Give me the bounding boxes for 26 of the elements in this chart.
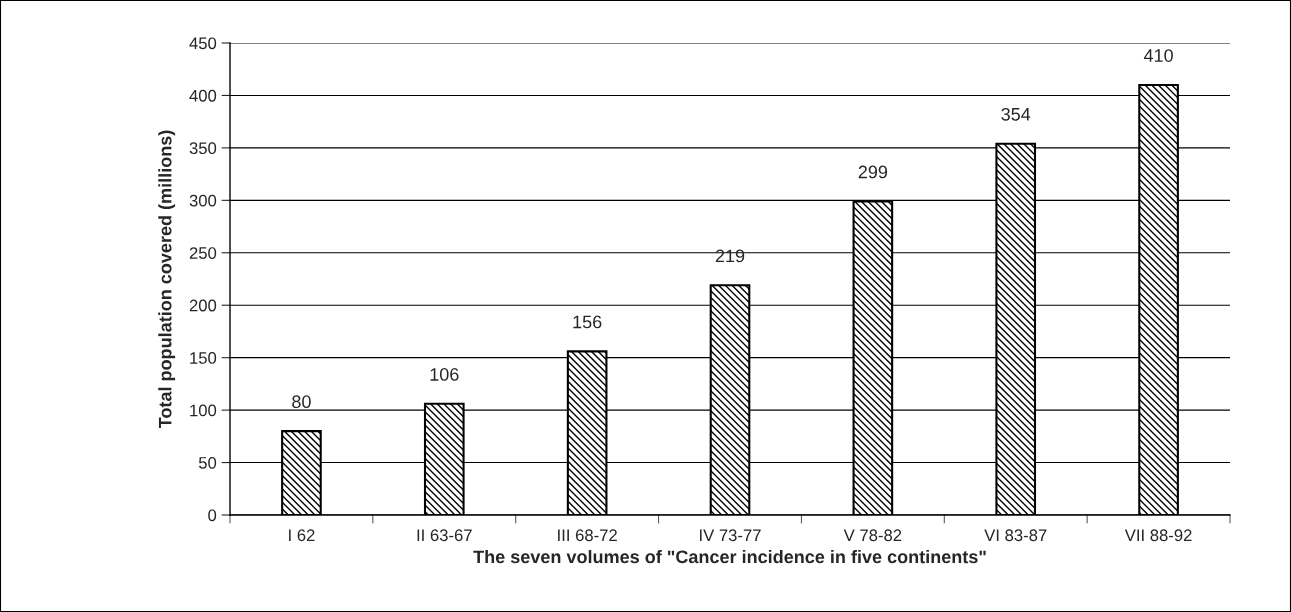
x-tick-label: V 78-82 xyxy=(843,529,902,542)
y-tick-label: 150 xyxy=(190,352,217,364)
x-tick-label: III 68-72 xyxy=(558,529,617,542)
x-axis-title: The seven volumes of "Cancer incidence in five continents" xyxy=(473,549,986,564)
y-tick-label: 250 xyxy=(189,247,217,259)
y-tick-label: 50 xyxy=(198,456,217,469)
y-tick-label: 200 xyxy=(189,299,217,312)
data-label: 354 xyxy=(1001,107,1031,121)
data-label: 80 xyxy=(292,395,311,409)
data-label: 299 xyxy=(858,165,888,179)
data-label: 106 xyxy=(430,368,459,381)
x-tick-label: VII 88-92 xyxy=(1124,529,1192,542)
data-label: 410 xyxy=(1143,49,1173,62)
y-tick-label: 100 xyxy=(190,404,217,417)
x-tick-label: I 62 xyxy=(289,529,315,542)
y-tick-label: 450 xyxy=(189,37,217,50)
y-tick-label: 400 xyxy=(189,89,217,102)
data-label: 219 xyxy=(715,249,745,263)
y-axis-title: Total population covered (millions) xyxy=(158,130,176,429)
y-tick-label: 0 xyxy=(208,509,217,522)
x-tick-label: II 63-67 xyxy=(417,529,472,542)
x-tick-label: VI 83-87 xyxy=(984,529,1047,542)
y-tick-label: 350 xyxy=(189,142,217,155)
y-tick-label: 300 xyxy=(189,194,217,207)
data-label: 156 xyxy=(573,315,602,329)
x-tick-label: IV 73-77 xyxy=(700,529,761,542)
